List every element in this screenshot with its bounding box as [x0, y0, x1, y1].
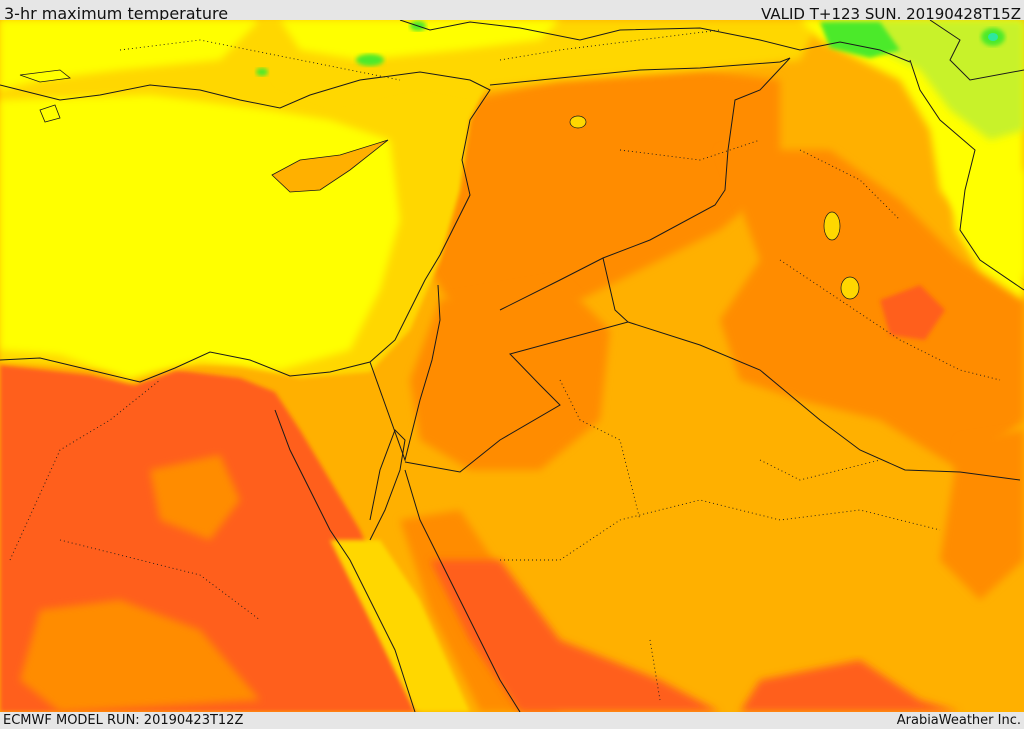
map-title: 3-hr maximum temperature: [4, 4, 229, 23]
iraq-hot-spot: [880, 285, 945, 340]
turkey-yellow-north: [280, 20, 560, 60]
map-header: 3-hr maximum temperature VALID T+123 SUN…: [0, 0, 1024, 23]
mediterranean-coastline: [0, 71, 491, 383]
crete-outline: [19, 69, 71, 83]
gulf-of-suez-coast: [274, 409, 416, 712]
caspian-coast: [929, 20, 1024, 81]
syria-orange: [430, 70, 780, 330]
iraq-orange: [720, 150, 1024, 470]
lake-assad: [569, 115, 587, 129]
lake-habbaniyah: [840, 276, 860, 300]
black-sea-coast: [399, 20, 911, 63]
jordan-saudi-border: [404, 257, 630, 473]
zagros-yellow: [950, 170, 1024, 300]
jordan-orange: [410, 280, 610, 470]
temperature-map: [0, 20, 1024, 712]
iran-iraq-border: [909, 59, 1024, 291]
cyprus-orange: [271, 139, 389, 193]
mediterranean-yellow: [0, 95, 400, 380]
lake-tharthar: [823, 211, 841, 241]
hijaz-hot-band: [430, 560, 720, 712]
turkey-cool-spot-3: [256, 68, 268, 76]
caspian-cool-spot: [988, 33, 998, 41]
valid-time-label: VALID T+123 SUN. 20190428T15Z: [761, 5, 1021, 23]
internal-border-egypt: [9, 379, 261, 621]
south-arabia-hot: [740, 660, 960, 712]
red-sea-band: [330, 540, 470, 712]
egypt-orange-pocket: [20, 600, 260, 712]
credit-label: ArabiaWeather Inc.: [896, 713, 1021, 728]
temperature-map-svg: [0, 20, 1024, 712]
caucasus-lime: [820, 20, 1024, 140]
internal-border-iraq: [779, 149, 1001, 381]
map-footer: ECMWF MODEL RUN: 20190423T12Z ArabiaWeat…: [0, 712, 1024, 729]
arabian-red-sea-coast: [404, 469, 521, 712]
internal-border-turkey: [119, 29, 761, 161]
model-run-label: ECMWF MODEL RUN: 20190423T12Z: [3, 713, 244, 728]
caucasus-green: [820, 22, 900, 58]
syria-iraq-border: [489, 57, 791, 311]
turkey-cool-spot-1: [356, 54, 384, 66]
nile-delta-pocket: [150, 455, 240, 540]
gulf-of-aqaba-coast: [369, 429, 406, 541]
iraq-saudi-border: [627, 321, 1021, 481]
israel-border: [369, 284, 441, 462]
aegean-yellow: [0, 20, 260, 90]
aegean-island: [39, 104, 61, 123]
